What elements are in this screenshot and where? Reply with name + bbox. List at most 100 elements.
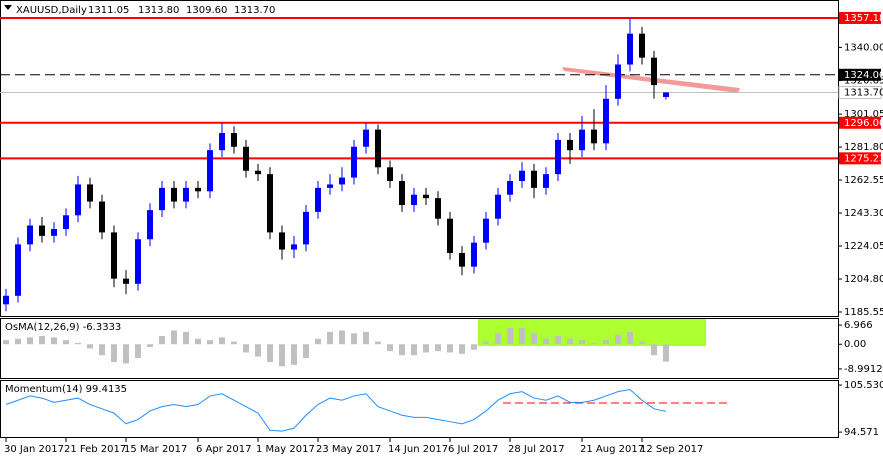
osma-bar (567, 338, 573, 345)
osma-bar (399, 344, 405, 356)
candle-body (135, 239, 141, 284)
osma-bar (51, 337, 57, 345)
candle-body (663, 92, 669, 97)
momentum-panel (0, 380, 839, 438)
osma-bar (243, 344, 249, 353)
ohlc-high: 1313.80 (138, 5, 179, 16)
level-label: 1296.00 (844, 118, 883, 129)
candle-body (195, 187, 201, 192)
x-tick-label: 14 Jun 2017 (388, 444, 448, 455)
osma-bar (291, 344, 297, 365)
osma-bar (579, 340, 585, 345)
candle-body (351, 146, 357, 178)
candle-body (435, 198, 441, 219)
momentum-line (5, 388, 667, 432)
osma-bar (111, 344, 117, 363)
osma-bar (3, 340, 9, 345)
osma-bar (495, 333, 501, 345)
candle-body (315, 187, 321, 212)
osma-bar (39, 336, 45, 345)
candle-body (279, 232, 285, 250)
osma-bar (195, 338, 201, 345)
candle-body (411, 194, 417, 205)
candle-body (531, 170, 537, 188)
y-tick-label: 1320.65 (844, 76, 883, 87)
osma-tick-label: 6.966 (844, 320, 873, 331)
momentum-title: Momentum(14) 99.4135 (5, 384, 127, 395)
candle-body (255, 170, 261, 175)
x-tick-label: 12 Sep 2017 (640, 444, 703, 455)
candle-body (183, 187, 189, 202)
osma-bar (303, 344, 309, 358)
osma-bar (123, 344, 129, 364)
osma-bar (447, 344, 453, 353)
osma-bar (255, 344, 261, 357)
x-tick-label: 6 Jul 2017 (448, 444, 498, 455)
osma-bar (183, 331, 189, 345)
chart-title: XAUUSD,Daily (16, 5, 87, 16)
x-tick-label: 15 Mar 2017 (124, 444, 187, 455)
candle-body (627, 33, 633, 65)
osma-bar (363, 331, 369, 345)
osma-bar (555, 336, 561, 345)
osma-bar (435, 344, 441, 352)
osma-bar (471, 344, 477, 350)
x-tick-label: 6 Apr 2017 (196, 444, 251, 455)
osma-tick-label: -8.9912 (844, 364, 883, 375)
osma-bar (519, 327, 525, 345)
candle-body (483, 218, 489, 243)
candle-body (51, 228, 57, 236)
candle-body (363, 129, 369, 147)
x-tick-label: 30 Jan 2017 (4, 444, 64, 455)
candle-body (399, 181, 405, 205)
candle-body (519, 170, 525, 182)
candle-body (471, 242, 477, 267)
candle-body (63, 215, 69, 229)
candle-body (591, 129, 597, 144)
osma-bar (231, 341, 237, 345)
y-tick-label: 1262.55 (844, 175, 883, 186)
osma-bar (351, 333, 357, 345)
osma-bar (315, 338, 321, 345)
candle-body (327, 184, 333, 188)
rectangle-object (478, 319, 706, 346)
osma-title: OsMA(12,26,9) -6.3333 (5, 322, 121, 333)
y-tick-label: 1204.80 (844, 274, 883, 285)
candle-body (123, 278, 129, 284)
candle-body (543, 174, 549, 188)
candle-body (339, 177, 345, 185)
ohlc-open: 1311.05 (88, 5, 129, 16)
osma-bar (483, 341, 489, 345)
x-tick-label: 28 Jul 2017 (508, 444, 565, 455)
x-tick-label: 1 May 2017 (256, 444, 315, 455)
candle-body (603, 98, 609, 144)
osma-bar (147, 344, 153, 347)
candle-body (15, 244, 21, 296)
candle-body (291, 244, 297, 250)
osma-bar (207, 340, 213, 345)
osma-bar (99, 344, 105, 356)
level-label: 1324.00 (844, 70, 883, 81)
osma-bar (651, 344, 657, 356)
candle-body (303, 211, 309, 245)
osma-bar (615, 334, 621, 345)
candle-body (639, 33, 645, 58)
osma-bar (279, 344, 285, 367)
candle-body (243, 146, 249, 171)
osma-bar (627, 331, 633, 345)
candle-body (555, 139, 561, 175)
candle-body (39, 225, 45, 236)
last-price-label: 1313.70 (844, 87, 883, 98)
osma-bar (375, 341, 381, 345)
candle-body (447, 218, 453, 253)
osma-bar (171, 330, 177, 345)
osma-bar (507, 327, 513, 345)
candle-body (495, 194, 501, 219)
candle-body (375, 129, 381, 168)
osma-bar (27, 337, 33, 345)
candle-body (75, 184, 81, 216)
candle-body (387, 167, 393, 182)
x-tick-label: 23 May 2017 (316, 444, 381, 455)
osma-bar (87, 344, 93, 349)
